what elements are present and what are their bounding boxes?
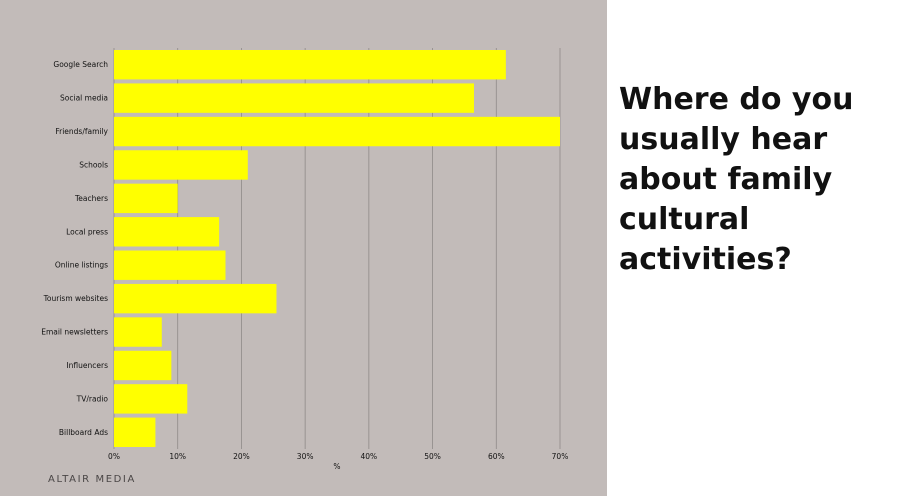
bar [114, 150, 248, 180]
bar [114, 417, 156, 447]
category-label: Email newsletters [41, 328, 108, 337]
category-label: TV/radio [76, 394, 109, 403]
x-tick-label: 60% [488, 452, 505, 461]
category-label: Online listings [55, 261, 108, 270]
x-tick-label: 70% [552, 452, 569, 461]
bar [114, 350, 172, 381]
bar-chart: 0% 10% 20% 30% 40% 50% 60% 70%% Google Search Soc… [41, 48, 569, 471]
x-tick-label: 10% [169, 452, 186, 461]
category-label: Social media [60, 94, 108, 103]
x-tick-label: 40% [361, 452, 378, 461]
bar [114, 250, 226, 280]
category-label: Google Search [53, 60, 108, 69]
bar [114, 317, 162, 347]
bar [114, 217, 220, 247]
chart-panel: 0% 10% 20% 30% 40% 50% 60% 70%% Google Search Soc… [0, 0, 607, 496]
bar [114, 183, 178, 214]
bar [114, 283, 277, 314]
x-tick-label: 30% [297, 452, 314, 461]
category-label: Billboard Ads [59, 428, 108, 437]
bar [114, 50, 506, 80]
category-label: Local press [66, 227, 108, 236]
x-axis-label: % [333, 462, 340, 471]
bar [114, 83, 474, 113]
brand-name: ALTAIR MEDIA [48, 474, 136, 485]
x-tick-label: 50% [424, 452, 441, 461]
bar [114, 116, 560, 147]
category-label: Teachers [74, 194, 108, 203]
bar [114, 384, 188, 414]
x-tick-label: 20% [233, 452, 250, 461]
question-heading: Where do you usually hear about family c… [619, 82, 854, 277]
category-label: Schools [79, 160, 108, 169]
category-label: Friends/family [55, 127, 108, 136]
category-label: Influencers [66, 361, 108, 370]
category-label: Tourism websites [43, 294, 108, 303]
x-tick-label: 0% [108, 452, 120, 461]
